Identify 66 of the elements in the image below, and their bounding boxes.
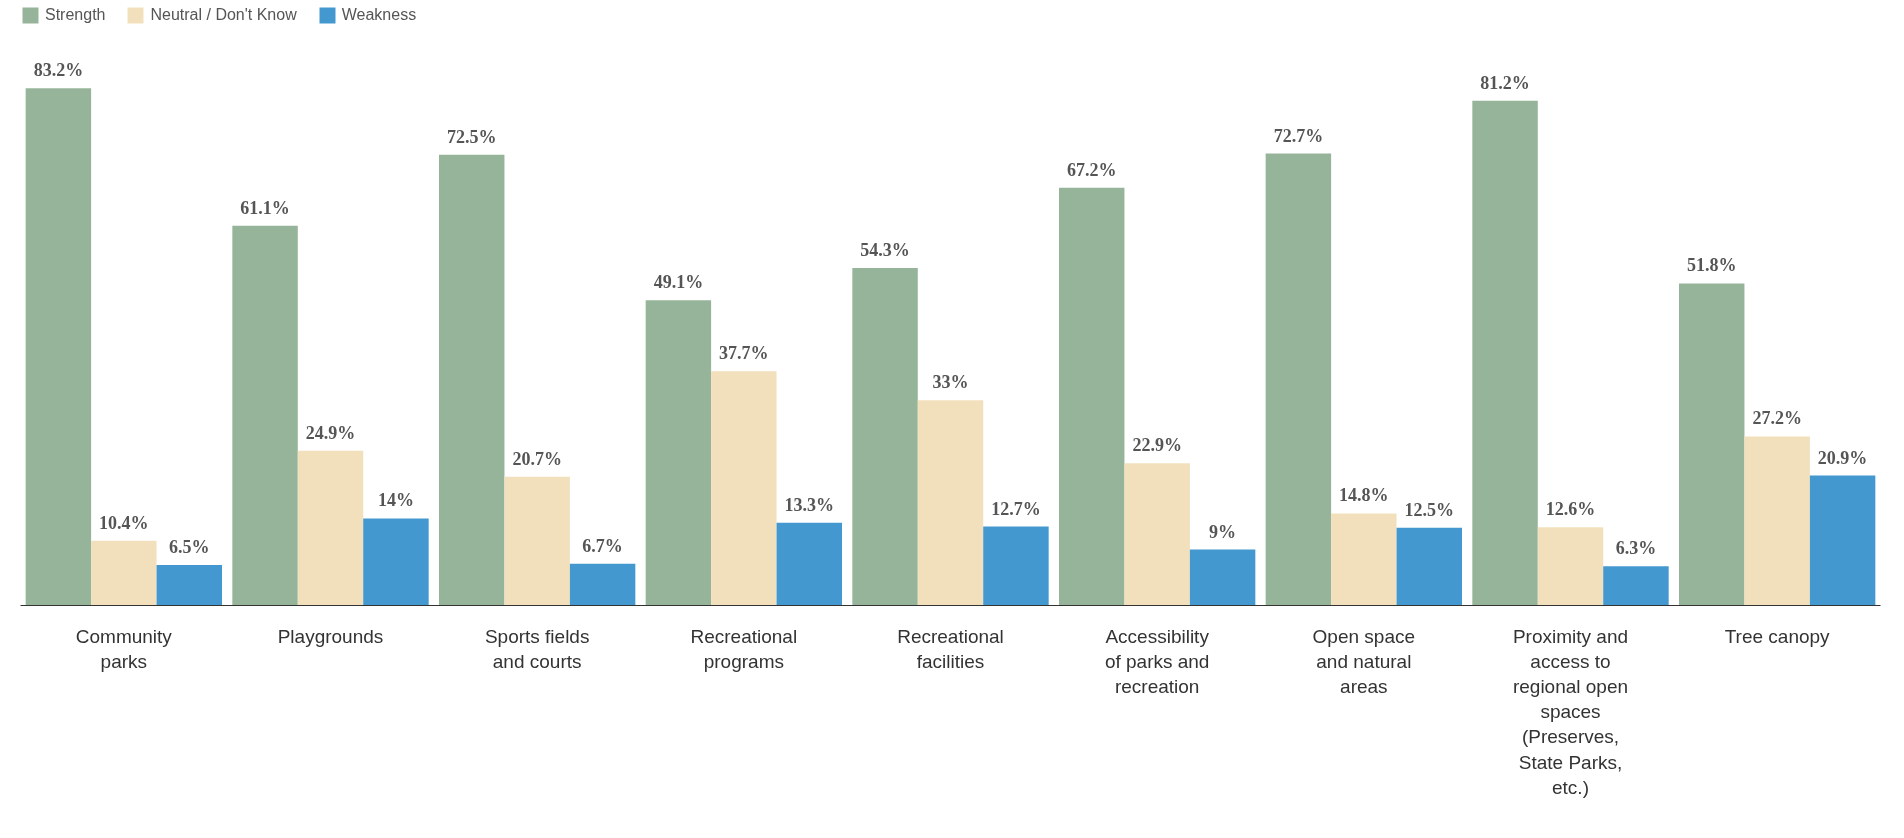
x-tick-label: Proximity and access to regional open spaces (Preserves, State Parks, etc.) <box>1512 625 1629 798</box>
x-tick-label: Tree canopy <box>1724 625 1831 647</box>
bar <box>1809 475 1876 606</box>
bar <box>232 225 298 606</box>
data-label: 6.7% <box>582 535 623 556</box>
data-label: 24.9% <box>305 422 356 443</box>
data-label: 51.8% <box>1686 255 1737 276</box>
x-tick-label: Accessibility of parks and recreation <box>1104 625 1210 697</box>
x-tick-label: Playgrounds <box>277 625 384 647</box>
data-label: 12.7% <box>991 498 1041 519</box>
data-label: 33% <box>932 372 969 393</box>
data-label: 27.2% <box>1752 408 1802 429</box>
data-label: 72.7% <box>1273 125 1324 146</box>
data-label: 12.6% <box>1545 499 1596 520</box>
x-tick-label: Open space and natural areas <box>1312 625 1416 697</box>
bar <box>776 522 842 606</box>
data-label: 20.9% <box>1817 447 1868 468</box>
x-tick-label: Recreational programs <box>690 625 798 672</box>
data-label: 83.2% <box>33 60 84 81</box>
x-tick-label: Recreational facilities <box>897 625 1004 672</box>
data-label: 20.7% <box>512 448 562 469</box>
data-label: 9% <box>1209 521 1237 542</box>
bar <box>1679 283 1745 606</box>
data-label: 14% <box>377 490 414 511</box>
bar <box>363 518 429 606</box>
data-label: 12.5% <box>1404 499 1455 520</box>
x-tick-label: Community parks <box>75 625 173 672</box>
bar <box>1472 100 1538 606</box>
bar <box>645 300 712 606</box>
bar <box>852 267 918 606</box>
data-label: 14.8% <box>1339 485 1389 506</box>
bar <box>1331 513 1397 606</box>
data-label: 72.5% <box>446 126 497 147</box>
bar <box>91 540 157 606</box>
bar <box>1537 527 1604 606</box>
bar <box>439 154 505 606</box>
data-label: 61.1% <box>240 197 290 218</box>
data-label: 6.3% <box>1615 538 1657 559</box>
bar <box>1124 463 1190 606</box>
data-label: 13.3% <box>784 494 835 515</box>
x-tick-label: Sports fields and courts <box>484 625 590 672</box>
data-label: 81.2% <box>1480 72 1530 93</box>
legend-label: Weakness <box>341 6 417 24</box>
bar <box>1265 153 1332 606</box>
data-label: 37.7% <box>719 343 769 364</box>
bar <box>1603 566 1669 606</box>
legend-label: Neutral / Don't Know <box>150 6 297 24</box>
data-label: 54.3% <box>860 239 910 260</box>
data-label: 67.2% <box>1066 159 1117 180</box>
bar <box>1189 549 1256 606</box>
bar <box>504 476 570 606</box>
bar <box>1744 436 1810 606</box>
data-label: 22.9% <box>1132 435 1182 456</box>
data-label: 6.5% <box>169 537 210 558</box>
bar <box>569 563 636 606</box>
bar <box>917 400 984 606</box>
bar <box>156 565 222 606</box>
bar <box>25 88 92 606</box>
data-label: 10.4% <box>99 512 149 533</box>
bar <box>1059 187 1125 606</box>
bar <box>711 371 777 606</box>
bar <box>983 526 1049 606</box>
bar <box>1396 527 1462 606</box>
data-label: 49.1% <box>653 272 704 293</box>
bar <box>297 450 364 606</box>
legend-label: Strength <box>45 6 106 24</box>
